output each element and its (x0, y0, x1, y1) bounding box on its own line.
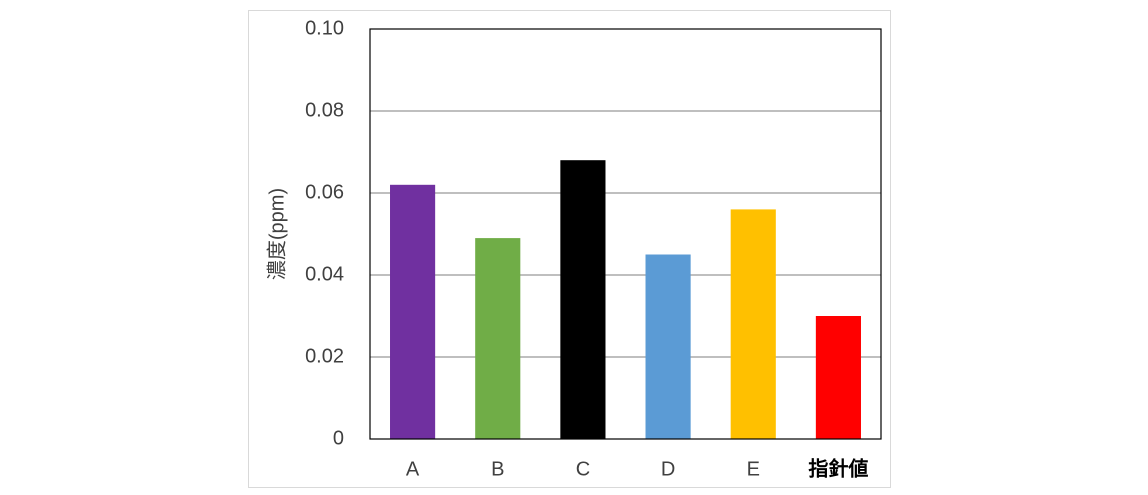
bar (475, 238, 521, 439)
x-tick-label: A (406, 458, 420, 480)
x-tick-label: 指針値 (808, 456, 868, 480)
y-tick-label: 0.04 (305, 263, 344, 285)
plot-area-border (369, 28, 882, 440)
y-tick-label: 0.10 (305, 17, 344, 39)
x-tick-label: C (576, 458, 590, 480)
y-tick-label: 0.06 (305, 181, 344, 203)
y-axis-label: 濃度(ppm) (265, 188, 288, 280)
x-tick-label: B (491, 458, 504, 480)
x-tick-label: D (661, 458, 675, 480)
bar (730, 209, 776, 439)
bar (645, 254, 691, 439)
bar (390, 184, 436, 439)
x-tick-label: E (747, 458, 760, 480)
chart-frame (248, 10, 891, 488)
bar (815, 316, 861, 439)
y-tick-label: 0.02 (305, 345, 344, 367)
y-tick-label: 0 (333, 427, 344, 449)
y-tick-label: 0.08 (305, 99, 344, 121)
bar (560, 160, 606, 439)
